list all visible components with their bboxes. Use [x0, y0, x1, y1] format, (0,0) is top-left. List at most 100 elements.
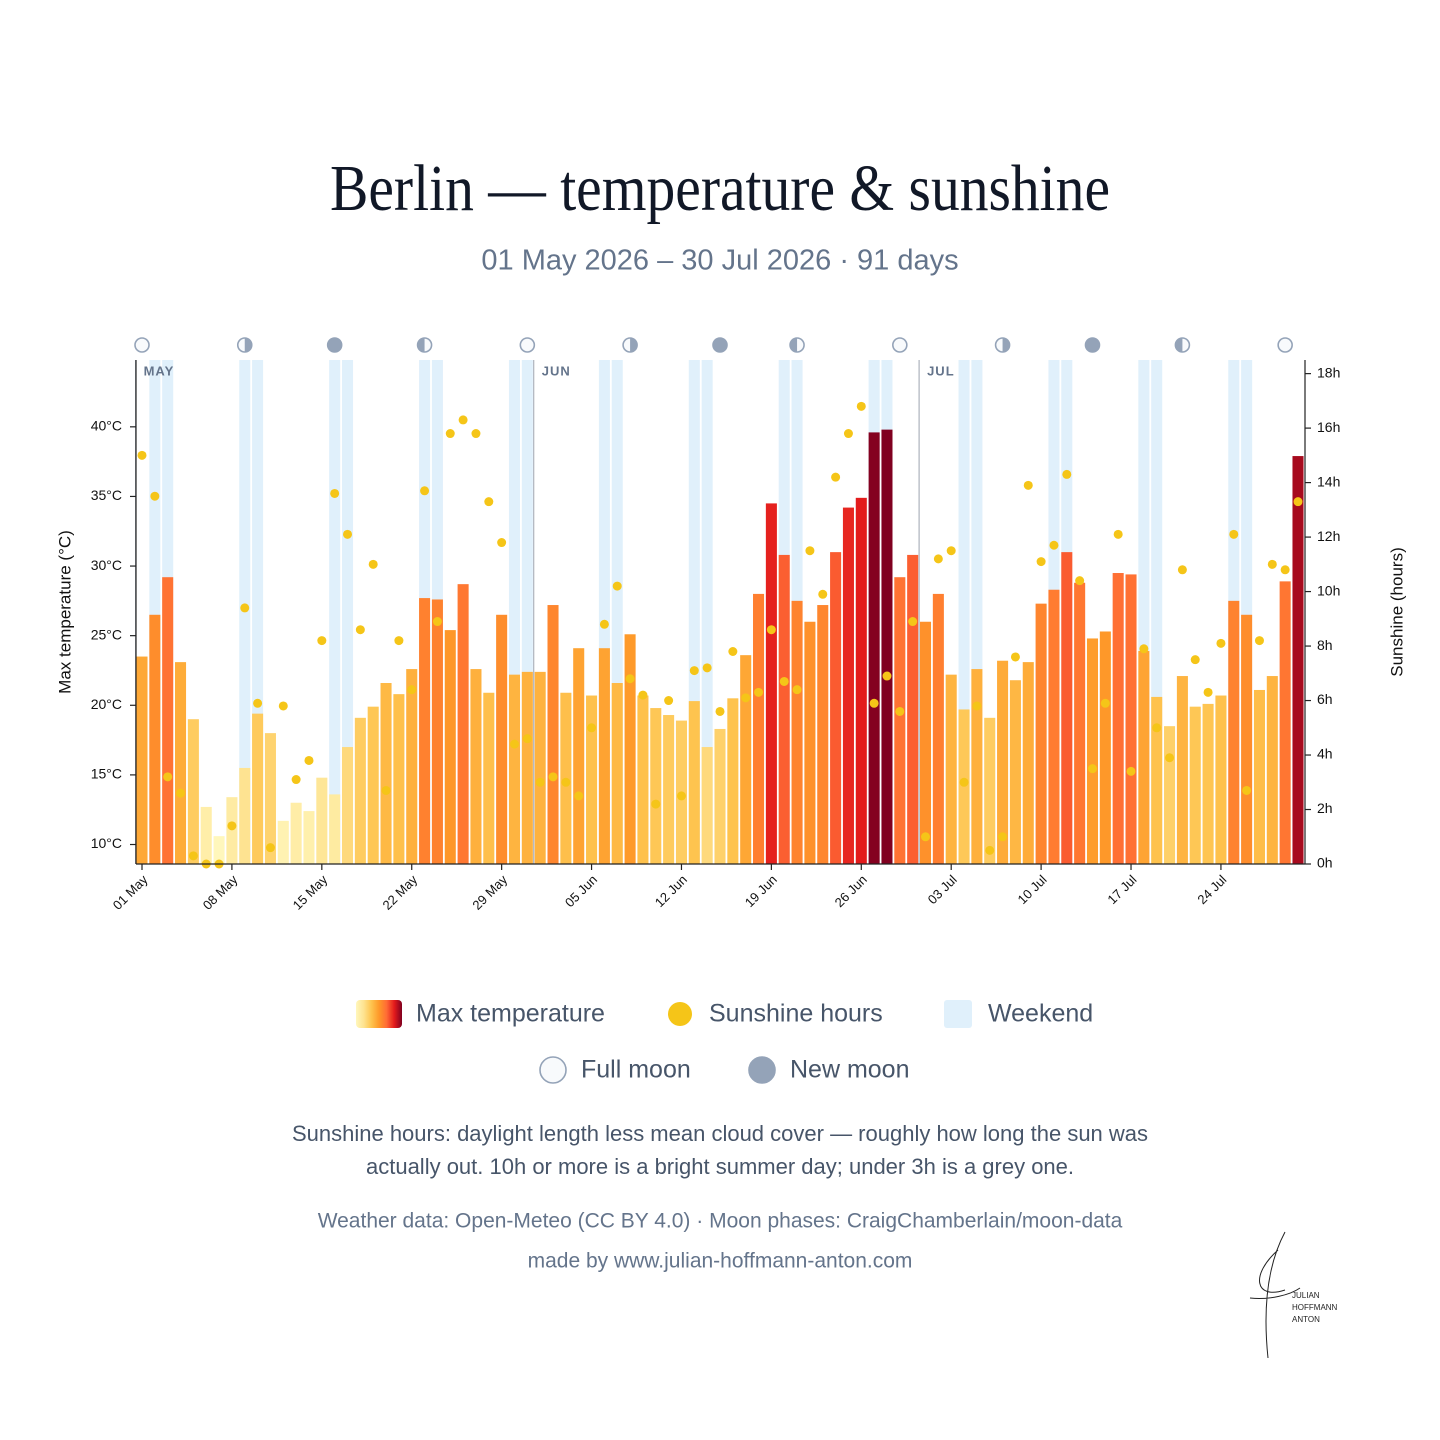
- sunshine-dot: [548, 772, 558, 782]
- bar: [444, 630, 456, 864]
- sunshine-dot: [766, 625, 776, 635]
- bar: [175, 662, 187, 864]
- moon-phase: [712, 337, 728, 353]
- sunshine-dot: [612, 581, 622, 591]
- moon-shade: [790, 338, 798, 352]
- sunshine-dot: [484, 497, 494, 507]
- bar: [1215, 695, 1227, 864]
- sunshine-dot: [535, 777, 545, 787]
- weekend-band: [701, 360, 713, 864]
- sunshine-dot: [1242, 785, 1252, 795]
- sunshine-dot: [933, 554, 943, 564]
- legend-label: Weekend: [988, 1000, 1093, 1028]
- y-tick-label: 10°C: [91, 835, 122, 851]
- y-tick-label: 40°C: [91, 418, 122, 434]
- bar: [688, 701, 700, 864]
- moon-shade: [417, 338, 425, 352]
- moon-outline: [712, 337, 728, 353]
- sunshine-dot: [805, 546, 815, 556]
- sunshine-dot: [1126, 766, 1136, 776]
- bar: [650, 708, 662, 864]
- sunshine-dot: [1075, 576, 1085, 586]
- sunshine-dot: [689, 666, 699, 676]
- logo-text: JULIAN: [1292, 1291, 1320, 1300]
- sunshine-dot: [1010, 652, 1020, 662]
- bar: [1279, 581, 1291, 864]
- moon-phase: [1174, 337, 1191, 353]
- sunshine-dot: [921, 832, 931, 842]
- note: actually out. 10h or more is a bright su…: [366, 1154, 1074, 1179]
- bar: [264, 733, 276, 864]
- bar: [1202, 703, 1214, 864]
- sunshine-dot: [355, 625, 365, 635]
- sunshine-dot: [972, 701, 982, 711]
- bar: [252, 713, 264, 864]
- sunshine-dot: [240, 603, 250, 613]
- x-tick-label: 17 Jul: [1104, 872, 1139, 907]
- legend-swatch: [356, 1000, 402, 1028]
- sunshine-dot: [1280, 565, 1290, 575]
- logo-text: HOFFMANN: [1292, 1303, 1338, 1312]
- y-tick-label: 15°C: [91, 766, 122, 782]
- bar: [727, 698, 739, 864]
- month-label: MAY: [144, 363, 175, 378]
- sunshine-dot: [1293, 497, 1303, 507]
- bar: [162, 577, 174, 864]
- sunshine-dot: [676, 791, 686, 801]
- bar: [1138, 650, 1150, 864]
- sunshine-dot: [420, 486, 430, 496]
- moon-outline: [134, 337, 150, 353]
- moon-phase: [236, 337, 253, 353]
- legend-label: Max temperature: [416, 1000, 605, 1028]
- sunshine-dot: [343, 529, 353, 539]
- legend-swatch: [668, 1002, 692, 1026]
- bar: [791, 600, 803, 864]
- sunshine-dot: [895, 706, 905, 716]
- bar: [714, 728, 726, 864]
- bar: [136, 656, 148, 864]
- weekend-band: [1241, 360, 1253, 864]
- bar: [1022, 662, 1034, 864]
- sunshine-dot: [304, 755, 314, 765]
- sunshine-dot: [291, 775, 301, 785]
- bar: [1112, 573, 1124, 864]
- weekend-band: [598, 360, 610, 864]
- y2-tick-label: 18h: [1317, 364, 1340, 380]
- source: Weather data: Open-Meteo (CC BY 4.0) · M…: [318, 1210, 1123, 1233]
- sunshine-dot: [163, 772, 173, 782]
- bar: [200, 806, 212, 864]
- sunshine-dot: [818, 589, 828, 599]
- moon-phase: [1084, 337, 1101, 353]
- bar: [740, 655, 752, 864]
- bar: [213, 836, 225, 864]
- weekend-band: [1138, 360, 1150, 864]
- x-tick-label: 10 Jul: [1015, 872, 1050, 907]
- bar: [1176, 676, 1188, 864]
- bar: [971, 669, 983, 864]
- bar: [1125, 574, 1137, 864]
- moon-outline: [539, 1056, 567, 1084]
- moon-outline: [519, 337, 536, 353]
- bar: [406, 669, 418, 864]
- bar: [1061, 552, 1073, 864]
- sunshine-dot: [381, 785, 391, 795]
- sunshine-dot: [471, 429, 481, 439]
- sunshine-dot: [599, 619, 609, 629]
- sunshine-dot: [1062, 469, 1072, 479]
- bar: [663, 715, 675, 864]
- x-tick-label: 12 Jun: [652, 872, 690, 910]
- y2-axis-label: Sunshine (hours): [1387, 547, 1406, 676]
- legend-label: Sunshine hours: [709, 1000, 883, 1028]
- bar: [457, 584, 469, 864]
- sunshine-dot: [754, 687, 764, 697]
- sunshine-dot: [1203, 687, 1213, 697]
- sunshine-dot: [497, 538, 507, 548]
- bar: [316, 777, 328, 864]
- bar: [765, 503, 777, 864]
- moon-outline: [1084, 337, 1101, 353]
- sunshine-dot: [227, 821, 237, 831]
- credit: made by www.julian-hoffmann-anton.com: [528, 1250, 913, 1273]
- bar: [354, 717, 366, 864]
- sunshine-dot: [908, 617, 918, 627]
- bar: [1253, 689, 1265, 864]
